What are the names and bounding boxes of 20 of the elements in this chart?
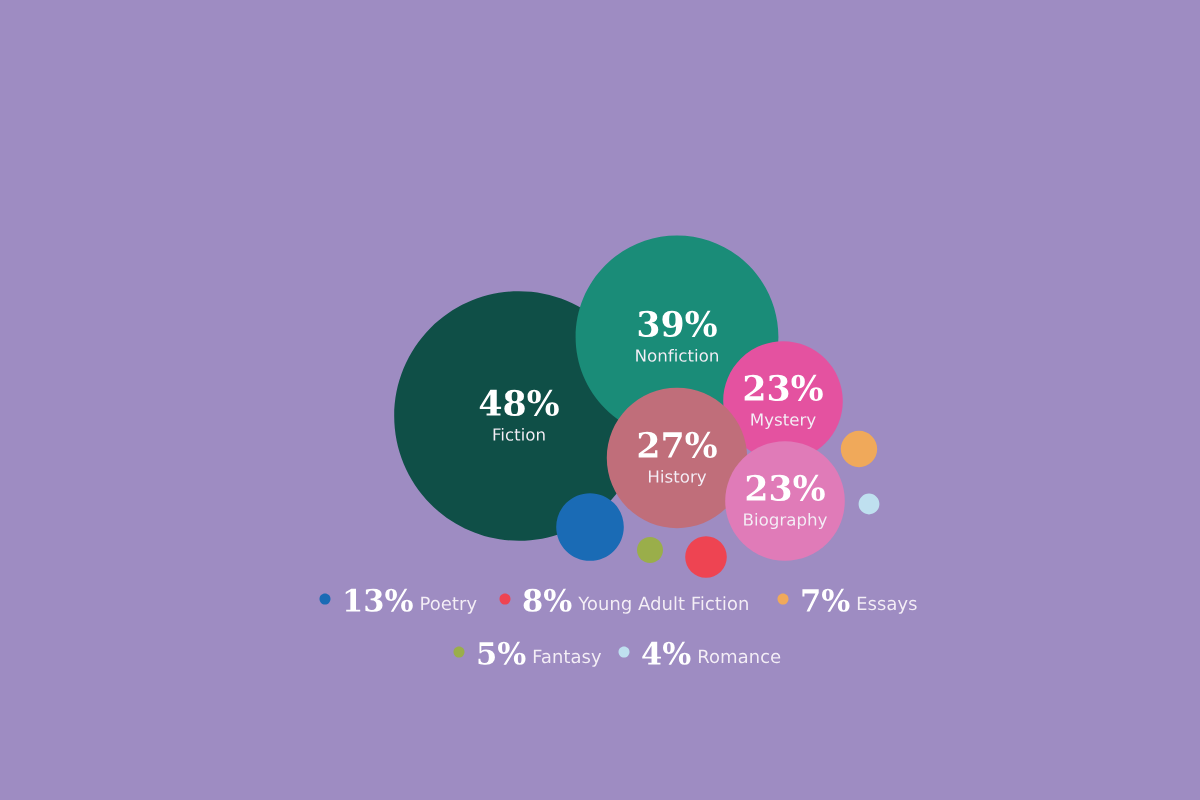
category-label: History [648, 469, 707, 487]
category-label: Romance [699, 649, 781, 664]
category-label: Biography [744, 512, 827, 530]
category-label: Essays [857, 596, 917, 614]
category-label: Fantasy [533, 649, 602, 667]
data-label: 4% [642, 641, 691, 665]
category-label: Mystery [751, 413, 816, 430]
data-label: 5% [478, 641, 526, 665]
data-label: 48% [479, 389, 559, 417]
category-label: Nonfiction [636, 348, 718, 362]
data-label: 7% [802, 588, 850, 612]
category-label: Poetry [421, 596, 477, 614]
category-label: Young Adult Fiction [578, 596, 748, 614]
data-label: 23% [744, 374, 823, 402]
data-label: 39% [638, 310, 717, 338]
data-label: 8% [523, 588, 572, 612]
data-label: 23% [746, 474, 825, 502]
data-label: 13% [345, 588, 413, 612]
category-label: Fiction [493, 427, 545, 441]
data-label: 27% [638, 431, 717, 459]
